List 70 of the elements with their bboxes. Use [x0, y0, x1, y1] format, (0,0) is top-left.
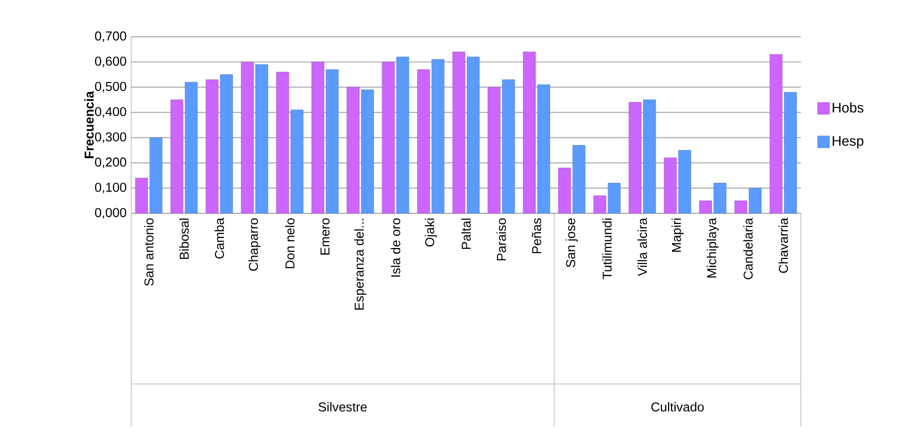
x-tick-label: Paraiso: [496, 218, 506, 261]
bar: [326, 70, 339, 214]
y-tick-label: 0,400: [95, 107, 126, 118]
text: Silvestre: [318, 402, 367, 412]
legend-label: Hesp: [832, 136, 864, 149]
bar: [643, 100, 656, 214]
bar: [608, 183, 621, 214]
bar: [714, 183, 726, 214]
y-tick-label: 0,600: [95, 56, 126, 68]
x-tick-label: Isla de oro: [390, 218, 400, 277]
bar: [593, 196, 606, 214]
bar: [276, 72, 289, 214]
bar: [748, 188, 762, 214]
bar: [678, 150, 692, 214]
bar: [572, 145, 586, 214]
x-tick-label: San antonio: [144, 218, 154, 286]
y-tick-label: 0,200: [95, 158, 126, 168]
bar: [784, 92, 797, 214]
bar: [382, 62, 395, 214]
bar: [361, 90, 374, 214]
x-tick-label: Bibosal: [179, 218, 189, 260]
bar: [184, 82, 198, 214]
bar: [220, 74, 233, 214]
legend-label: Hobs: [832, 102, 864, 113]
x-tick-label: San jose: [566, 218, 578, 268]
bar: [240, 62, 254, 214]
bar: [770, 54, 782, 214]
bar: [206, 80, 218, 214]
bar: [699, 200, 712, 214]
bar: [537, 84, 550, 214]
y-tick-label: 0,700: [95, 32, 126, 42]
x-tick-label: Esperanza del...: [354, 219, 366, 310]
bar: [290, 110, 304, 214]
x-tick-label: Tutilimundi: [602, 218, 612, 280]
x-tick-label: Chavarria: [778, 218, 788, 274]
x-tick-label: Villa alcira: [638, 218, 647, 276]
bar: [558, 168, 571, 214]
y-axis-title: Frecuencia: [84, 91, 94, 158]
bar: [150, 138, 162, 214]
bar: [255, 64, 268, 214]
bar: [734, 200, 748, 214]
bar: [396, 56, 410, 214]
x-tick-label: Camba: [214, 218, 224, 259]
x-tick-label: Paltal: [461, 218, 471, 250]
y-tick-label: 0,300: [95, 132, 126, 144]
text: Cultivado: [651, 402, 704, 412]
bar: [488, 87, 500, 214]
bar: [346, 87, 360, 214]
bar: [311, 62, 324, 214]
x-tick-label: Chaparro: [248, 218, 261, 271]
x-tick-label: Peñas: [532, 218, 542, 254]
bar: [170, 100, 184, 214]
x-tick-label: Ojaki: [424, 218, 437, 247]
x-tick-label: Mapiri: [672, 218, 684, 252]
bar: [432, 59, 444, 214]
bar: [466, 56, 480, 214]
bar: [664, 158, 677, 214]
x-tick-label: Candelaria: [743, 218, 753, 280]
x-tick-label: Don nelo: [285, 218, 295, 268]
x-tick-label: Michiplaya: [706, 218, 719, 278]
bar: [452, 52, 466, 214]
x-tick-label: Emero: [320, 218, 330, 255]
bar: [135, 178, 148, 214]
bar: [417, 70, 430, 214]
y-tick-label: 0,000: [95, 208, 126, 219]
y-tick-label: 0,100: [95, 182, 126, 194]
bar: [628, 102, 642, 214]
bar: [502, 80, 515, 214]
y-tick-label: 0,500: [95, 82, 126, 93]
bar: [522, 52, 536, 214]
